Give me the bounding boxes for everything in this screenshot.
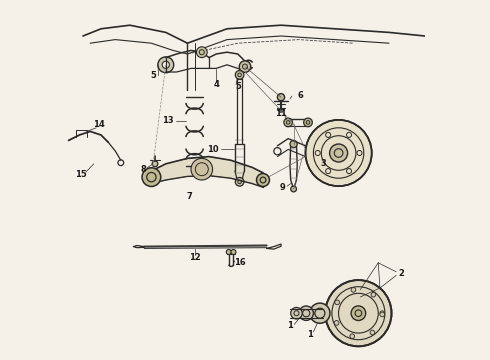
Text: 5: 5 xyxy=(235,82,241,91)
Text: 14: 14 xyxy=(93,120,105,129)
Text: 1: 1 xyxy=(287,321,293,330)
Circle shape xyxy=(380,312,385,317)
Circle shape xyxy=(239,61,251,72)
Circle shape xyxy=(231,249,236,255)
Circle shape xyxy=(191,158,213,180)
Circle shape xyxy=(351,306,366,320)
Circle shape xyxy=(290,140,297,148)
Text: 11: 11 xyxy=(275,109,287,118)
Circle shape xyxy=(346,132,351,138)
Circle shape xyxy=(326,132,331,138)
Text: 6: 6 xyxy=(298,91,304,100)
Circle shape xyxy=(277,94,285,101)
Text: 8: 8 xyxy=(141,165,147,174)
Circle shape xyxy=(142,168,161,186)
Circle shape xyxy=(351,288,356,292)
Circle shape xyxy=(371,292,376,297)
Text: 12: 12 xyxy=(189,253,200,262)
Text: 7: 7 xyxy=(186,192,192,201)
Circle shape xyxy=(291,186,296,192)
Circle shape xyxy=(299,306,314,320)
Circle shape xyxy=(284,118,293,127)
Text: 1: 1 xyxy=(307,330,313,339)
Circle shape xyxy=(235,177,244,186)
Circle shape xyxy=(152,161,158,167)
Circle shape xyxy=(162,61,170,68)
Text: 9: 9 xyxy=(280,183,286,192)
Circle shape xyxy=(291,307,302,319)
Text: 16: 16 xyxy=(234,258,245,267)
Circle shape xyxy=(310,303,330,323)
Circle shape xyxy=(330,144,347,162)
Text: 15: 15 xyxy=(75,170,87,179)
Circle shape xyxy=(196,47,207,58)
Circle shape xyxy=(304,118,312,127)
Circle shape xyxy=(315,150,320,156)
Circle shape xyxy=(334,320,339,325)
Circle shape xyxy=(326,168,331,174)
Circle shape xyxy=(325,280,392,346)
Text: 2: 2 xyxy=(399,269,405,278)
Circle shape xyxy=(226,249,231,255)
Text: 10: 10 xyxy=(207,145,219,154)
Text: 3: 3 xyxy=(320,159,326,168)
Circle shape xyxy=(357,150,362,156)
Circle shape xyxy=(158,57,174,73)
Circle shape xyxy=(305,120,372,186)
Circle shape xyxy=(257,174,270,186)
Text: 5: 5 xyxy=(150,71,156,80)
Circle shape xyxy=(350,334,355,338)
Text: 4: 4 xyxy=(213,80,219,89)
Polygon shape xyxy=(151,157,263,187)
Circle shape xyxy=(235,71,244,79)
Circle shape xyxy=(346,168,351,174)
Circle shape xyxy=(380,311,385,315)
Text: 13: 13 xyxy=(162,116,173,125)
Circle shape xyxy=(370,330,375,335)
Circle shape xyxy=(335,300,340,305)
